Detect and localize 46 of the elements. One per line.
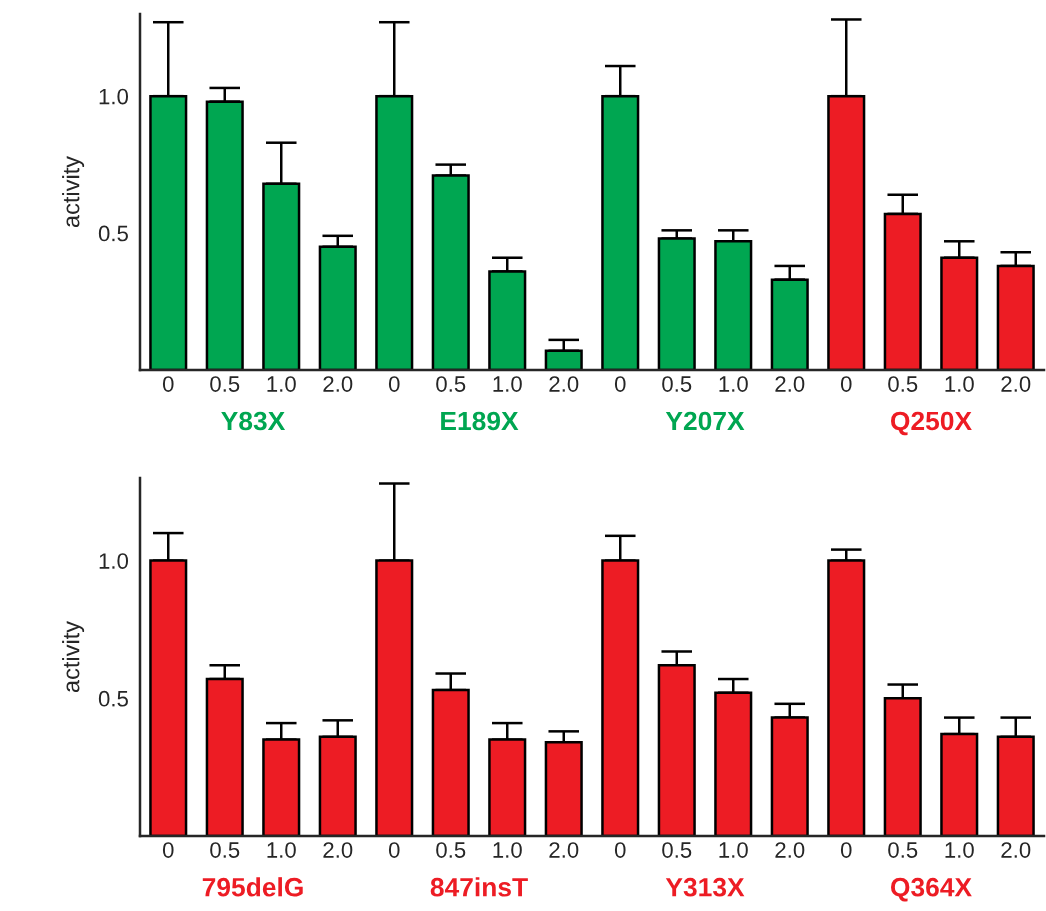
x-tick-label: 0 [614, 376, 626, 392]
x-tick-label: 2.0 [323, 842, 353, 858]
series-label: E189X [441, 411, 519, 431]
y-tick-label: 1.0 [99, 553, 129, 569]
y-tick-label: 0.5 [98, 225, 128, 242]
x-tick-label: 0 [840, 376, 852, 392]
x-tick-label: 1.0 [945, 376, 974, 392]
x-tick-label: 0 [840, 842, 852, 858]
x-tick-label: 0.5 [210, 842, 240, 858]
x-tick-label: 0.5 [662, 842, 692, 858]
y-axis-title: activity [62, 155, 85, 228]
y-tick-label: 0.5 [98, 690, 128, 707]
x-tick-label: 0.5 [888, 842, 918, 858]
x-tick-label: 2.0 [323, 376, 353, 392]
series-label: Q364X [891, 877, 972, 902]
x-tick-label: 0 [388, 842, 400, 858]
x-tick-label: 0.5 [436, 842, 466, 858]
x-tick-label: 2.0 [1001, 842, 1031, 858]
series-label: Y83X [221, 411, 286, 431]
x-tick-label: 2.0 [775, 376, 805, 392]
series-label: 795delG [202, 877, 303, 897]
x-tick-label: 1.0 [719, 376, 748, 392]
x-tick-label: 2.0 [1001, 376, 1031, 392]
y-axis-title: activity [62, 620, 85, 693]
series-label: Y313X [665, 877, 745, 897]
x-tick-label: 0.5 [210, 376, 240, 392]
x-tick-label: 1.0 [493, 376, 522, 392]
x-tick-label: 2.0 [549, 842, 579, 858]
x-tick-label: 0.5 [888, 376, 918, 392]
x-tick-label: 1.0 [945, 842, 974, 858]
x-tick-label: 1.0 [267, 376, 296, 392]
x-tick-label: 0.5 [662, 376, 692, 392]
x-tick-label: 1.0 [719, 842, 748, 858]
series-label: 847insT [430, 877, 528, 897]
x-tick-label: 0.5 [436, 376, 466, 392]
y-tick-label: 1.0 [99, 88, 129, 105]
x-tick-label: 1.0 [267, 842, 296, 858]
x-tick-label: 2.0 [775, 842, 805, 858]
x-tick-label: 0 [162, 376, 174, 392]
x-tick-label: 2.0 [549, 376, 579, 392]
x-tick-label: 1.0 [493, 842, 522, 858]
x-tick-label: 0 [614, 842, 626, 858]
x-tick-label: 0 [162, 842, 174, 858]
x-tick-label: 0 [388, 376, 400, 392]
series-label: Q250X [891, 411, 972, 436]
series-label: Y207X [665, 411, 745, 431]
